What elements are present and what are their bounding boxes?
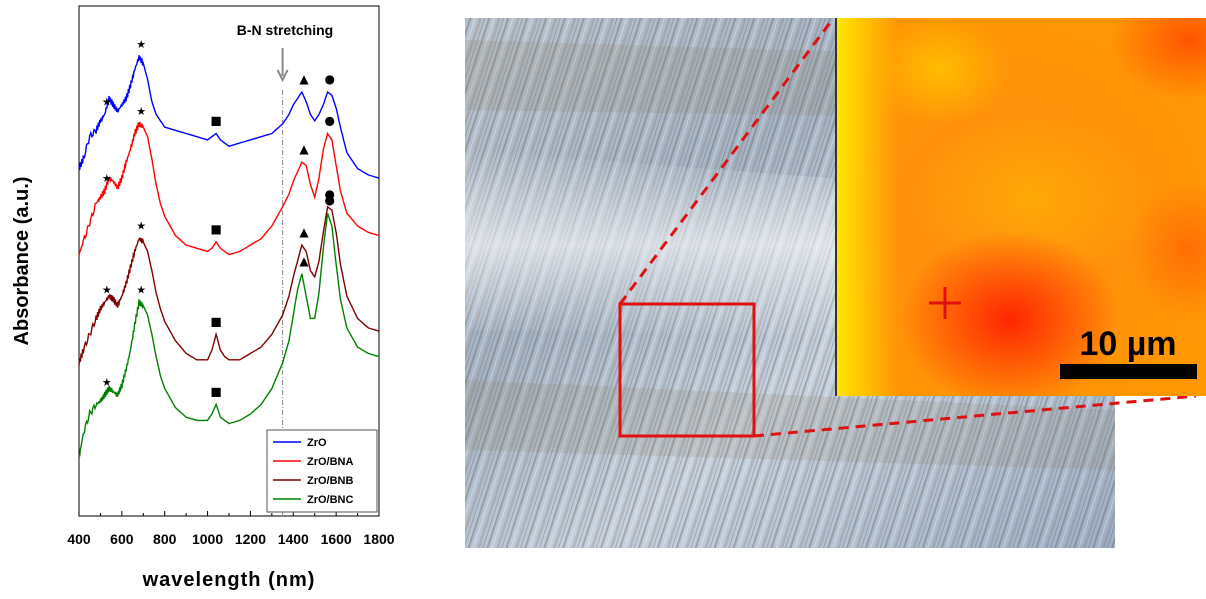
x-tick-label: 800 — [153, 531, 177, 547]
series-line-zro-bnb — [78, 205, 380, 366]
peak-marker-star: ★ — [136, 283, 146, 296]
peak-marker-square: ■ — [210, 222, 221, 236]
peak-marker-star: ★ — [102, 376, 112, 389]
peak-marker-triangle: ▲ — [299, 225, 309, 239]
legend-label: ZrO/BNC — [307, 494, 354, 506]
peak-marker-square: ■ — [210, 384, 221, 398]
peak-marker-star: ★ — [102, 95, 112, 108]
legend-label: ZrO/BNA — [307, 456, 354, 468]
crosshair-marker — [929, 287, 961, 319]
x-tick-label: 1400 — [278, 531, 309, 547]
peak-marker-star: ★ — [136, 220, 146, 233]
series-line-zro — [78, 55, 380, 179]
peak-marker-star: ★ — [102, 172, 112, 185]
peak-marker-circle: ● — [324, 187, 334, 201]
peak-marker-square: ■ — [210, 114, 221, 128]
x-tick-label: 1800 — [363, 531, 394, 547]
x-tick-label: 1200 — [235, 531, 266, 547]
zoom-guide-line-top — [618, 19, 834, 305]
x-tick-label: 600 — [110, 531, 134, 547]
peak-marker-star: ★ — [136, 105, 146, 118]
legend-label: ZrO/BNB — [307, 475, 354, 487]
series-line-zro-bnc — [78, 212, 380, 458]
peak-marker-triangle: ▲ — [299, 142, 309, 156]
bn-stretching-label: B-N stretching — [237, 22, 333, 38]
x-tick-label: 400 — [67, 531, 91, 547]
zoom-guide-line-bottom — [753, 394, 1197, 438]
zoom-region-box — [618, 302, 756, 438]
peak-marker-square: ■ — [210, 314, 221, 328]
annotation-arrow — [276, 48, 289, 83]
peak-marker-circle: ● — [324, 193, 334, 207]
legend: ZrO ZrO/BNA ZrO/BNB ZrO/BNC — [266, 429, 378, 513]
x-axis-label: wavelength (nm) — [142, 569, 316, 591]
peak-marker-triangle: ▲ — [299, 254, 309, 268]
scale-bar-label: 10 µm — [1079, 325, 1176, 363]
heatmap-inset — [837, 18, 1206, 396]
x-tick-label: 1000 — [192, 531, 223, 547]
peak-marker-triangle: ▲ — [299, 72, 309, 86]
y-axis-label: Absorbance (a.u.) — [11, 177, 33, 346]
peak-marker-circle: ● — [324, 72, 334, 86]
series-layer — [78, 55, 380, 458]
series-line-zro-bna — [78, 121, 380, 257]
x-axis: 400 600 800 1000 1200 1400 1600 1800 — [67, 511, 395, 547]
scale-bar — [1060, 364, 1197, 379]
marker-layer: ★ ★ ■ ▲ ● ★ ★ ■ ▲ ● ★ ★ ■ ▲ ● ★ ★ ■ ▲ ● — [102, 38, 335, 398]
peak-marker-star: ★ — [136, 38, 146, 51]
peak-marker-star: ★ — [102, 283, 112, 296]
legend-label: ZrO — [307, 437, 327, 449]
x-tick-label: 1600 — [321, 531, 352, 547]
peak-marker-circle: ● — [324, 114, 334, 128]
